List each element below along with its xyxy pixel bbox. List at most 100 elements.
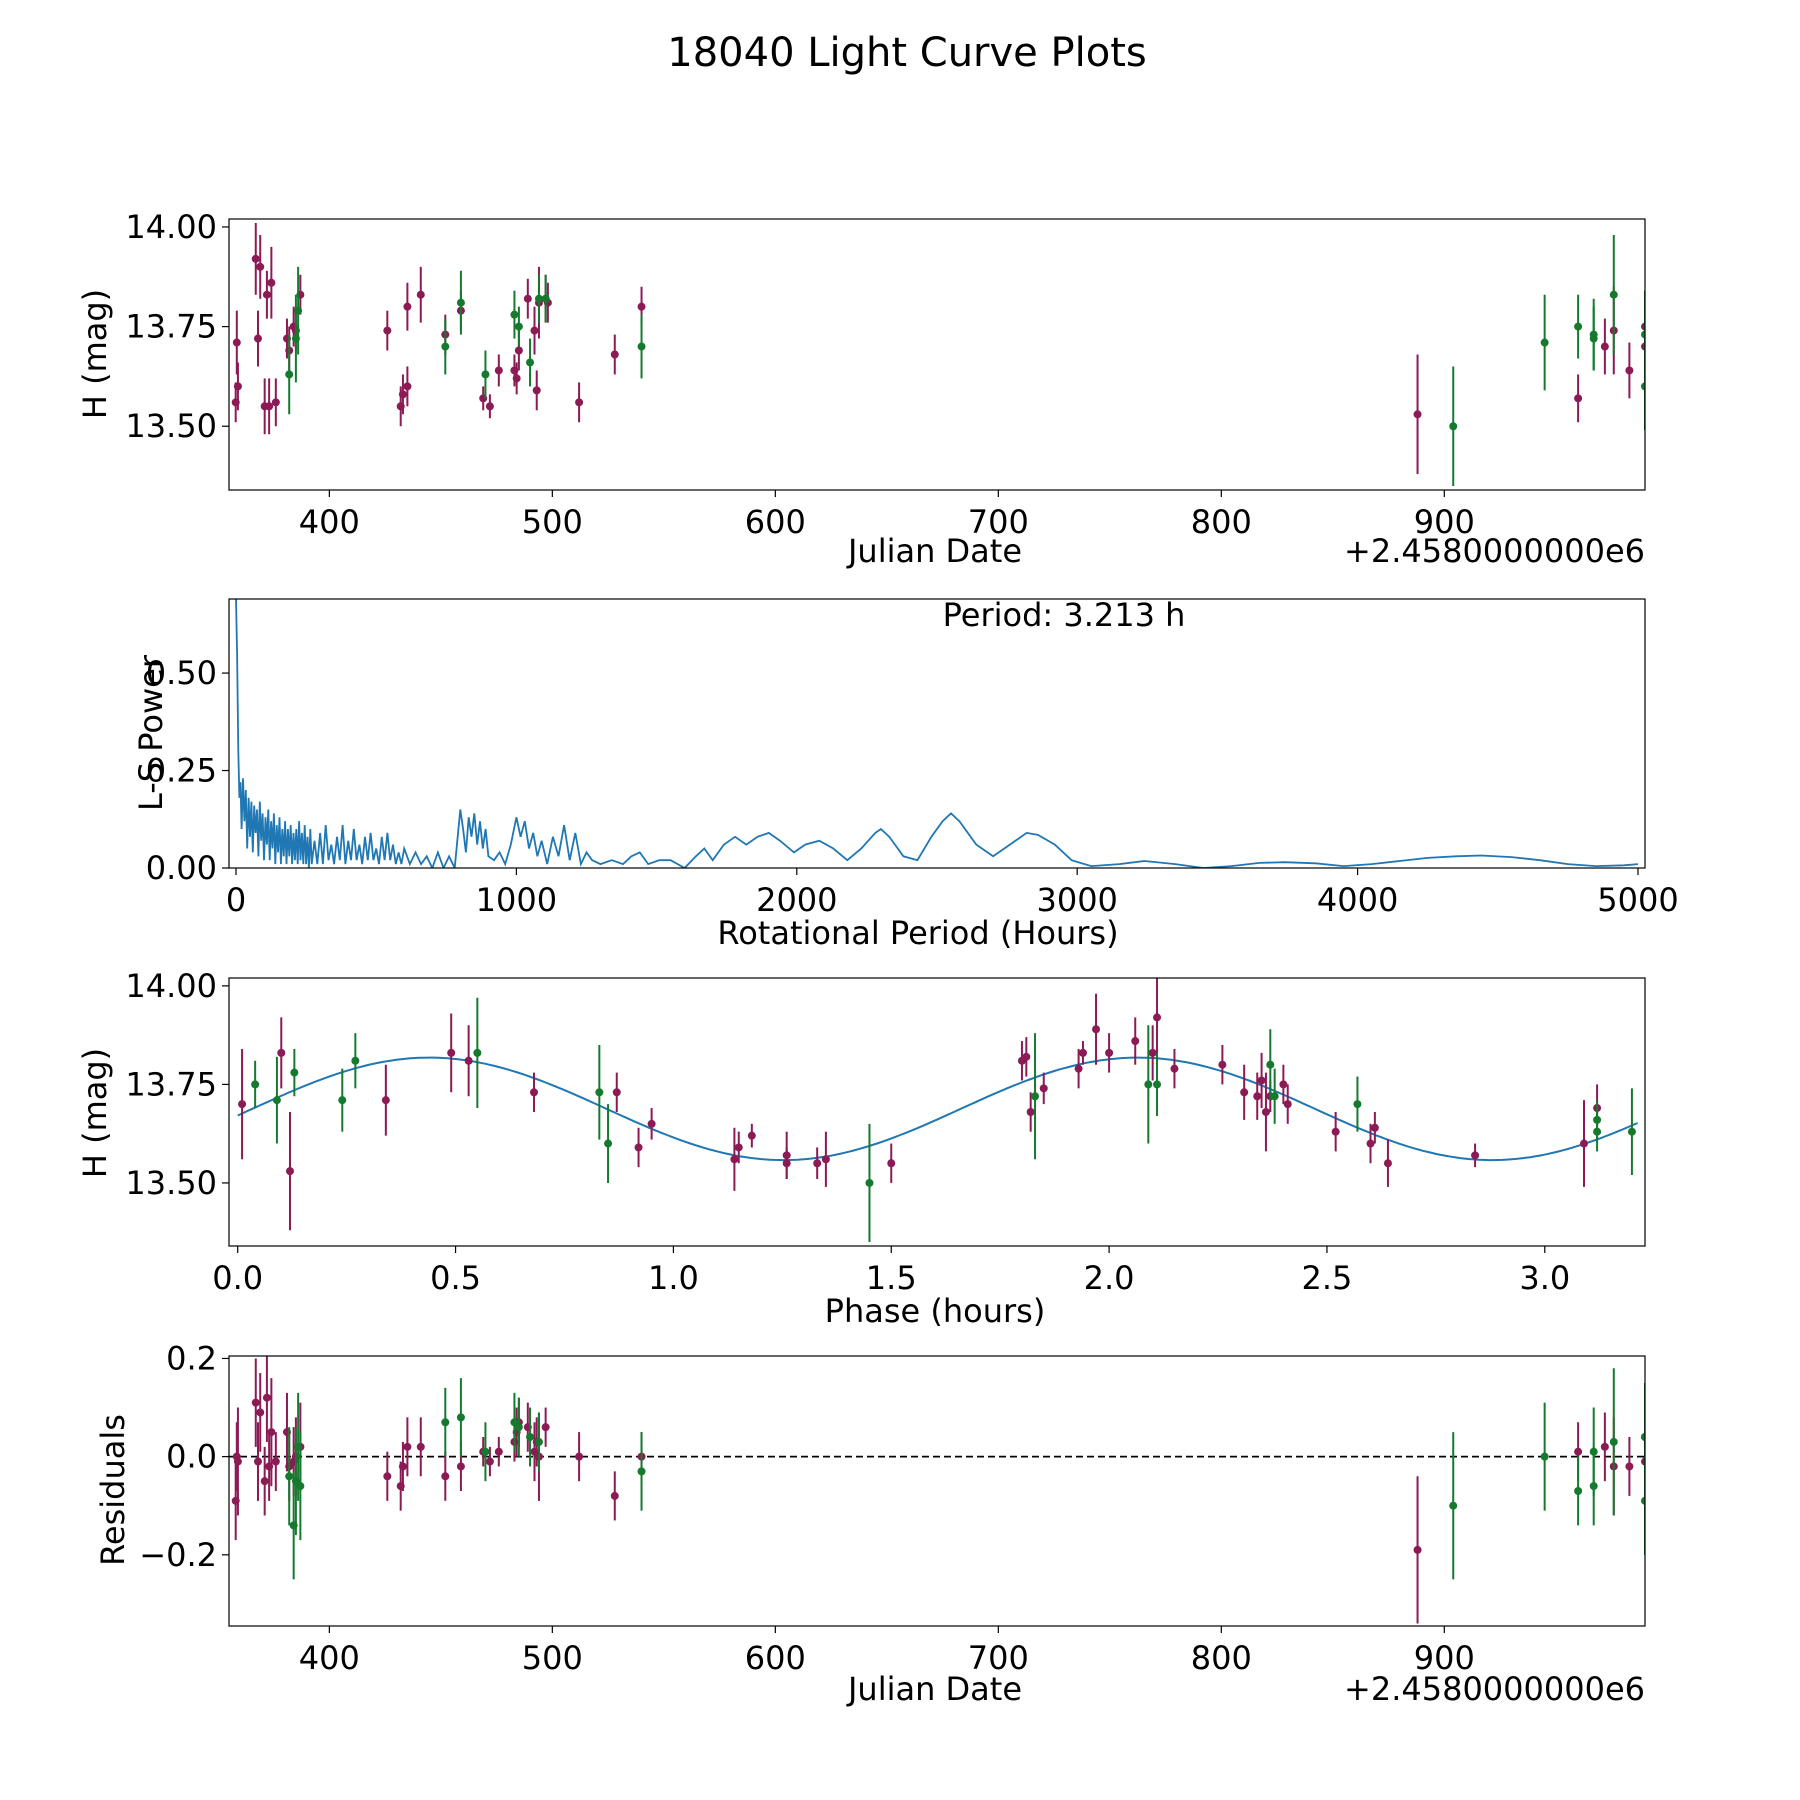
phased-point-purple xyxy=(747,1131,756,1140)
phased-xtick-label: 1.0 xyxy=(648,1259,699,1297)
residuals-panel: Julian Date Residuals +2.4580000000e6 40… xyxy=(94,1339,1646,1708)
lightcurve-ytick-label: 13.50 xyxy=(125,407,217,445)
phased-point-green xyxy=(1266,1060,1275,1069)
phased-point-purple xyxy=(447,1048,456,1057)
residuals-point-green xyxy=(1574,1487,1583,1495)
lightcurve-point-green xyxy=(481,370,490,379)
phased-fit-curve xyxy=(237,1056,1638,1162)
phased-plot-area xyxy=(237,978,1638,1243)
phased-point-green xyxy=(290,1068,299,1077)
residuals-xlabel: Julian Date xyxy=(846,1670,1022,1708)
phased-point-purple xyxy=(1279,1080,1288,1089)
lightcurve-point-purple xyxy=(403,302,412,311)
phased-point-purple xyxy=(1383,1159,1392,1168)
lightcurve-axes-frame xyxy=(228,218,1646,491)
lightcurve-point-purple xyxy=(271,398,280,407)
phased-point-purple xyxy=(634,1143,643,1152)
phased-point-purple xyxy=(1366,1139,1375,1148)
lightcurve-point-purple xyxy=(494,366,503,375)
lightcurve-point-green xyxy=(1540,338,1549,347)
lightcurve-panel: Julian Date H (mag) +2.4580000000e6 400 5… xyxy=(76,208,1646,570)
phased-xtick-label: 2.5 xyxy=(1301,1259,1352,1297)
residuals-point-purple xyxy=(416,1442,425,1451)
phased-point-purple xyxy=(464,1056,473,1065)
lightcurve-point-purple xyxy=(1413,410,1422,419)
lightcurve-point-green xyxy=(541,294,550,303)
phased-point-purple xyxy=(1074,1064,1083,1073)
lightcurve-point-purple xyxy=(1625,366,1634,375)
lightcurve-xtick-label: 800 xyxy=(1191,503,1252,541)
residuals-point-green xyxy=(534,1437,543,1446)
lightcurve-point-purple xyxy=(262,290,271,299)
phased-point-purple xyxy=(1370,1123,1379,1132)
lightcurve-ytick-label: 14.00 xyxy=(125,208,217,246)
phased-point-purple xyxy=(1261,1108,1270,1116)
residuals-point-purple xyxy=(494,1447,503,1456)
phased-ytick-label: 14.00 xyxy=(125,967,217,1005)
phased-point-purple xyxy=(1471,1151,1480,1160)
lightcurve-point-green xyxy=(1574,322,1583,331)
residuals-point-green xyxy=(1589,1482,1598,1491)
phased-axes-frame xyxy=(228,977,1646,1247)
periodogram-plot-area xyxy=(235,599,1639,868)
residuals-point-purple xyxy=(271,1457,280,1466)
residuals-point-green xyxy=(441,1418,450,1427)
lightcurve-point-purple xyxy=(610,350,619,359)
residuals-point-green xyxy=(1641,1496,1645,1505)
residuals-axes-frame xyxy=(228,1355,1646,1627)
residuals-ytick-label: 0.2 xyxy=(166,1339,217,1377)
phased-point-purple xyxy=(1026,1108,1035,1116)
phased-point-green xyxy=(272,1096,281,1105)
residuals-ytick-label: −0.2 xyxy=(139,1536,217,1574)
lightcurve-point-purple xyxy=(1600,342,1609,351)
phased-point-green xyxy=(351,1056,360,1065)
phased-point-purple xyxy=(529,1088,538,1097)
phased-ytick-label: 13.75 xyxy=(125,1065,217,1103)
lightcurve-point-green xyxy=(441,342,450,351)
phased-point-green xyxy=(1270,1092,1279,1101)
lightcurve-point-purple xyxy=(575,398,584,407)
lightcurve-point-purple xyxy=(233,382,242,391)
lightcurve-point-green xyxy=(510,310,519,319)
lightcurve-point-purple xyxy=(532,386,541,395)
residuals-ylabel: Residuals xyxy=(94,1414,132,1566)
periodogram-xtick-label: 0 xyxy=(226,881,246,919)
phased-xtick-label: 1.5 xyxy=(866,1259,917,1297)
phased-ylabel: H (mag) xyxy=(76,1048,114,1178)
residuals-point-purple xyxy=(267,1428,276,1437)
lightcurve-point-purple xyxy=(232,338,241,347)
residuals-point-purple xyxy=(253,1457,262,1466)
residuals-point-purple xyxy=(256,1408,265,1417)
lightcurve-point-green xyxy=(637,342,646,351)
residuals-point-purple xyxy=(262,1393,271,1402)
phased-xtick-label: 3.0 xyxy=(1519,1259,1570,1297)
residuals-point-purple xyxy=(456,1462,465,1471)
residuals-point-green xyxy=(1609,1437,1618,1446)
residuals-point-purple xyxy=(541,1423,550,1432)
periodogram-xtick-label: 2000 xyxy=(756,881,837,919)
lightcurve-point-purple xyxy=(398,390,407,399)
phased-point-purple xyxy=(1131,1037,1140,1046)
lightcurve-point-purple xyxy=(267,278,276,287)
residuals-point-purple xyxy=(260,1477,269,1486)
residuals-xtick-label: 900 xyxy=(1414,1639,1475,1677)
phased-point-purple xyxy=(1022,1052,1031,1061)
residuals-point-purple xyxy=(398,1462,407,1471)
lightcurve-point-purple xyxy=(416,290,425,299)
residuals-point-purple xyxy=(1600,1442,1609,1451)
residuals-point-purple xyxy=(1625,1462,1634,1471)
phased-point-green xyxy=(604,1139,613,1148)
phased-point-purple xyxy=(1580,1139,1589,1148)
residuals-ytick-label: 0.0 xyxy=(166,1438,217,1476)
residuals-point-green xyxy=(1641,1433,1645,1441)
residuals-point-green xyxy=(456,1413,465,1422)
phased-point-green xyxy=(1353,1100,1362,1109)
residuals-xtick-label: 600 xyxy=(745,1639,806,1677)
lightcurve-point-purple xyxy=(265,402,274,411)
phased-point-purple xyxy=(1253,1092,1262,1101)
lightcurve-point-green xyxy=(1641,330,1645,339)
phased-point-green xyxy=(1153,1080,1162,1089)
periodogram-xtick-label: 5000 xyxy=(1597,881,1678,919)
lightcurve-xlabel: Julian Date xyxy=(846,532,1022,570)
residuals-xtick-label: 500 xyxy=(522,1639,583,1677)
